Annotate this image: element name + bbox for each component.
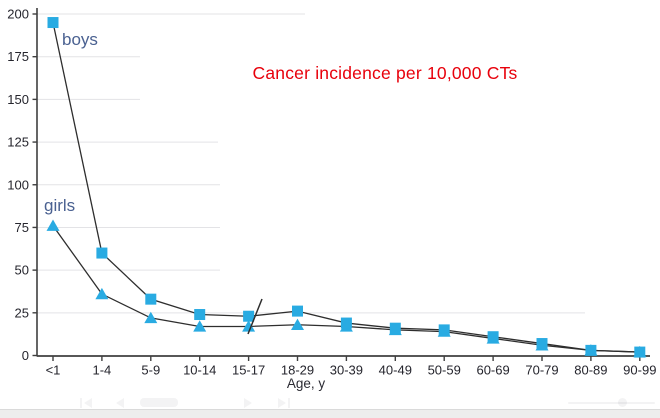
skip-previous-bar-icon[interactable] [80, 398, 82, 408]
x-tick-label: 70-79 [525, 363, 558, 378]
marker-boys [243, 310, 255, 322]
x-tick-label: 1-4 [93, 363, 112, 378]
marker-boys [340, 317, 352, 329]
zoom-slider-knob[interactable] [618, 398, 627, 407]
marker-girls [144, 311, 158, 324]
chart-plot: 0 25 50 75 100 125 150 175 200 <1 1-4 5-9 10-14 15-17… [7, 7, 656, 378]
skip-next-bar-icon[interactable] [288, 398, 290, 408]
marker-girls [193, 320, 207, 332]
x-tick-label: 10-14 [183, 363, 216, 378]
presentation-toolbar [0, 396, 660, 410]
y-tick-label: 0 [22, 348, 29, 363]
y-tick-label: 125 [7, 135, 29, 150]
x-tick-label: 90-99 [623, 363, 656, 378]
marker-boys [487, 331, 499, 343]
marker-girls [242, 320, 256, 332]
x-tick-label: 50-59 [428, 363, 461, 378]
marker-boys [389, 322, 401, 334]
series-label-boys: boys [62, 30, 98, 49]
x-tick-label: <1 [46, 363, 61, 378]
y-tick-label: 200 [7, 7, 29, 22]
x-tick-label: 40-49 [379, 363, 412, 378]
page-indicator-ghost [140, 398, 178, 407]
marker-girls [291, 318, 304, 330]
marker-girls [95, 287, 109, 300]
zoom-slider-track[interactable] [568, 402, 655, 404]
y-tick-label: 175 [7, 49, 29, 64]
marker-boys [292, 305, 303, 317]
axis-break-mark [247, 298, 263, 335]
chart-title: Cancer incidence per 10,000 CTs [252, 63, 518, 83]
marker-girls [46, 219, 60, 231]
y-tick-label: 25 [15, 305, 29, 320]
series-line-girls [52, 225, 640, 353]
y-tick-label: 150 [7, 92, 29, 107]
marker-boys [536, 338, 548, 350]
series-label-girls: girls [44, 196, 76, 215]
x-axis-title: Age, y [286, 376, 326, 391]
x-tick-label: 60-69 [476, 363, 509, 378]
cancer-incidence-chart: 0 25 50 75 100 125 150 175 200 <1 1-4 5-9 10-14 15-17… [7, 7, 656, 392]
marker-boys [145, 293, 157, 305]
y-tick-label: 50 [15, 263, 29, 278]
next-slide-icon[interactable] [244, 398, 252, 408]
marker-boys [438, 324, 450, 336]
x-tick-label: 5-9 [141, 363, 160, 378]
marker-boys [585, 344, 597, 356]
previous-slide-icon[interactable] [116, 398, 124, 408]
x-tick-label: 80-89 [574, 363, 607, 378]
marker-boys [47, 17, 59, 29]
y-tick-label: 75 [15, 220, 29, 235]
y-tick-label: 100 [7, 177, 29, 192]
skip-next-icon[interactable] [278, 398, 286, 408]
x-tick-label: 15-17 [232, 363, 265, 378]
skip-previous-icon[interactable] [84, 398, 92, 408]
marker-boys [96, 247, 108, 259]
marker-boys [194, 309, 206, 321]
marker-boys [634, 346, 646, 358]
x-tick-label: 30-39 [330, 363, 363, 378]
x-tick-label: 18-29 [281, 363, 314, 378]
window-edge-strip [0, 409, 660, 418]
